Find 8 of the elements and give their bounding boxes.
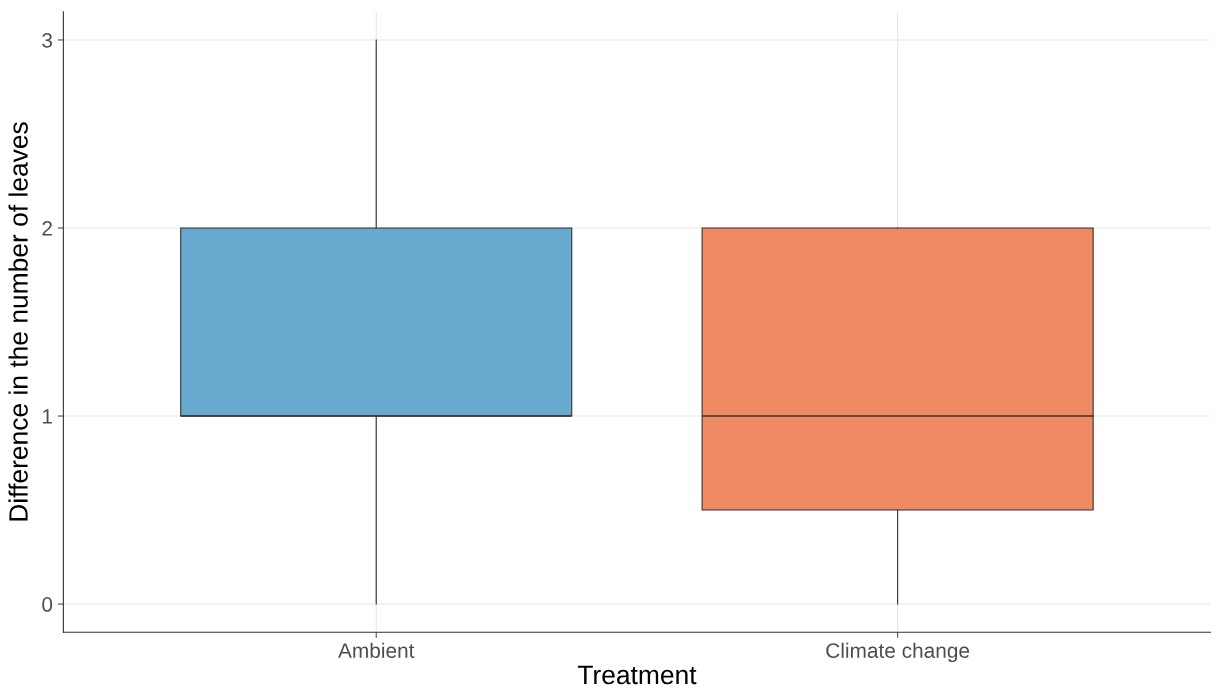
y-tick-label: 0 — [42, 597, 53, 612]
y-axis-title: Difference in the number of leaves — [8, 122, 28, 521]
y-tick-label: 1 — [42, 409, 52, 424]
y-tick-label: 2 — [42, 220, 52, 236]
x-axis-title: Treatment — [577, 665, 697, 685]
x-tick-label: Ambient — [338, 642, 415, 658]
x-tick-label: Climate change — [826, 642, 970, 663]
y-tick-label: 3 — [42, 32, 53, 48]
